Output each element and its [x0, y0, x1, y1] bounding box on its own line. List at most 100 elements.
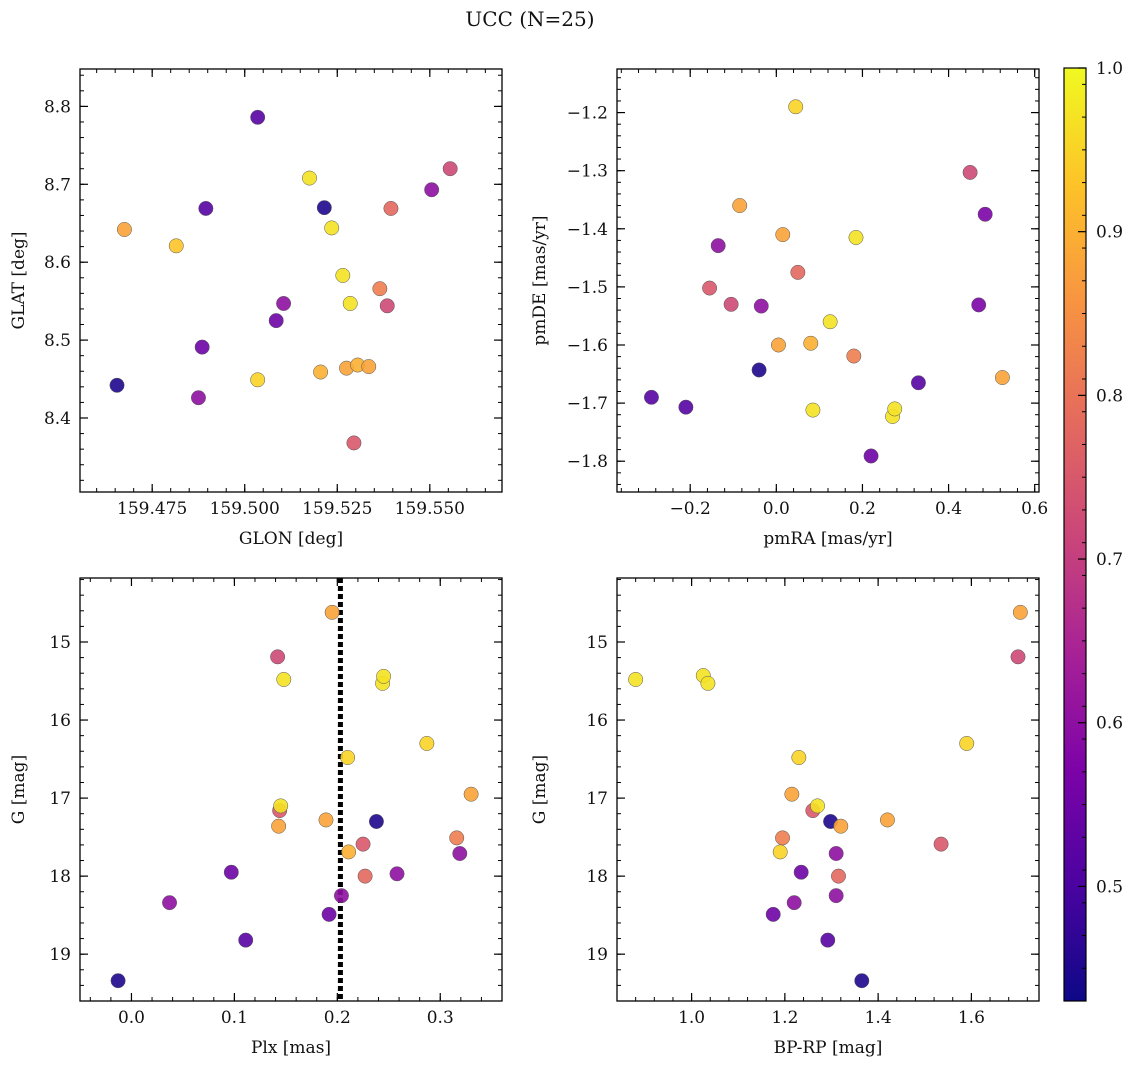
y-tick-label: 8.4 [44, 409, 71, 429]
y-tick-label: −1.4 [567, 220, 608, 240]
x-tick-label: 1.0 [678, 1008, 705, 1028]
scatter-point [678, 399, 694, 415]
scatter-point [831, 868, 846, 884]
axes-frame [79, 68, 503, 493]
scatter-point [379, 298, 395, 314]
scatter-point [822, 314, 838, 330]
scatter-point [959, 736, 975, 751]
scatter-point [790, 264, 806, 280]
y-tick-label: 16 [586, 711, 608, 731]
scatter-point [628, 672, 644, 687]
scatter-point [324, 604, 340, 620]
x-tick-label: 1.4 [865, 1008, 892, 1028]
scatter-point [442, 161, 458, 177]
colorbar-tick-label: 0.7 [1096, 550, 1123, 570]
panels: 159.475 159.500 159.525 159.550 8.4 8.5 8.6 8.7… [9, 68, 1048, 1058]
scatter-point [376, 668, 392, 684]
y-tick-label: 18 [49, 867, 71, 887]
scatter-point [340, 750, 356, 765]
y-tick-label: −1.3 [567, 162, 608, 182]
x-axis-label: pmRA [mas/yr] [763, 529, 892, 549]
colorbar-tick-label: 0.5 [1096, 877, 1123, 897]
scatter-point [318, 812, 334, 828]
figure-title: UCC (N=25) [465, 7, 594, 31]
colorbar-tick-label: 0.6 [1096, 714, 1123, 734]
scatter-point [710, 238, 726, 254]
scatter-point [753, 298, 769, 314]
colorbar-gradient [1063, 67, 1087, 1002]
scatter-point [791, 750, 807, 765]
y-axis-label: pmDE [mas/yr] [530, 215, 550, 345]
x-axis-label: Plx [mas] [251, 1038, 331, 1058]
minor-ticks [617, 69, 1039, 492]
scatter-point [389, 866, 405, 882]
y-tick-label: 16 [49, 711, 71, 731]
scatter-point [702, 280, 718, 296]
y-tick-label: 8.7 [44, 175, 71, 195]
y-tick-label: −1.5 [567, 278, 608, 298]
scatter-point [321, 906, 337, 922]
scatter-point [962, 164, 978, 180]
x-tick-label: 0.2 [324, 1008, 351, 1028]
scatter-points [109, 109, 458, 451]
scatter-point [887, 401, 903, 417]
scatter-point [250, 372, 266, 388]
y-tick-label: 19 [49, 945, 71, 965]
axes-frame [79, 577, 503, 1002]
scatter-point [273, 798, 289, 814]
scatter-point [383, 200, 399, 216]
scatter-point [110, 973, 126, 989]
scatter-point [788, 99, 804, 115]
panel-4: 1.0 1.2 1.4 1.6 15 16 17 18 19 BP-RP [mag] G [mag] [530, 577, 1040, 1058]
scatter-point [786, 895, 802, 911]
scatter-point [765, 906, 781, 922]
y-tick-label: 19 [586, 945, 608, 965]
scatter-point [810, 798, 825, 814]
y-tick-label: 8.5 [44, 331, 71, 351]
scatter-point [700, 675, 716, 691]
y-axis-label: G [mag] [530, 755, 550, 824]
axes-frame [616, 577, 1040, 1002]
scatter-points [110, 604, 479, 989]
scatter-point [368, 814, 384, 829]
colorbar-tick-label: 0.8 [1096, 386, 1123, 406]
x-tick-label: 0.3 [427, 1008, 454, 1028]
scatter-point [775, 830, 790, 846]
scatter-point [194, 339, 210, 355]
scatter-point [316, 200, 332, 216]
scatter-point [723, 296, 739, 312]
y-tick-label: 15 [49, 633, 71, 653]
scatter-point [372, 281, 388, 297]
scatter-point [238, 932, 254, 948]
scatter-point [342, 296, 358, 311]
scatter-point [772, 844, 788, 860]
scatter-point [880, 812, 895, 828]
panel-2: −0.2 0.0 0.2 0.4 0.6 −1.8 −1.7 −1.6 −1.5 −1.4 −1.3… [530, 68, 1048, 549]
x-tick-label: 0.0 [118, 1008, 145, 1028]
y-tick-label: −1.2 [567, 104, 608, 124]
scatter-point [424, 182, 440, 198]
scatter-point [449, 830, 465, 846]
scatter-point [116, 222, 132, 237]
scatter-point [775, 227, 791, 243]
y-tick-label: −1.6 [567, 336, 608, 356]
scatter-point [191, 390, 206, 406]
y-tick-label: 8.6 [44, 253, 71, 273]
scatter-point [828, 846, 844, 861]
scatter-point [268, 313, 284, 329]
scatter-point [805, 402, 821, 418]
y-axis-label: GLAT [deg] [9, 231, 29, 329]
scatter-point [793, 864, 809, 880]
y-tick-label: −1.8 [567, 452, 608, 472]
x-tick-label: 159.500 [210, 499, 280, 519]
x-tick-label: 159.525 [302, 499, 372, 519]
scatter-point [276, 296, 292, 311]
scatter-point [910, 375, 926, 391]
scatter-point [313, 364, 329, 380]
colorbar-tick-label: 0.9 [1096, 223, 1123, 243]
x-axis-label: GLON [deg] [239, 529, 343, 549]
scatter-point [732, 198, 748, 213]
scatter-points [643, 99, 1010, 464]
scatter-point [324, 220, 340, 236]
scatter-point [168, 238, 184, 254]
